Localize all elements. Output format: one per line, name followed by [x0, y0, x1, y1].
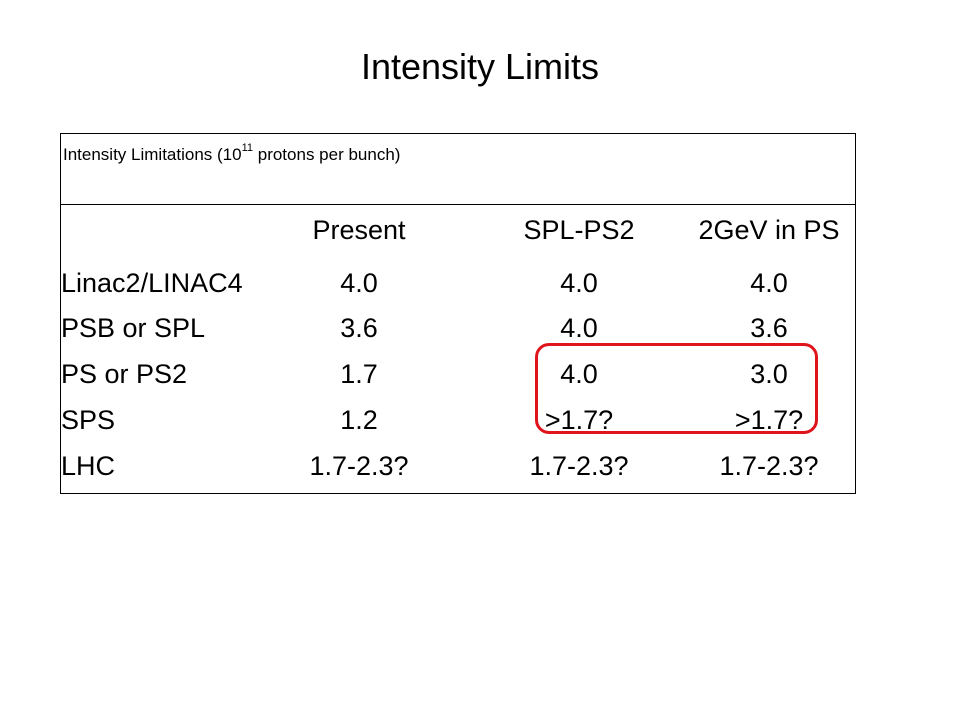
table-cell: 4.0: [340, 268, 378, 298]
header-spl-ps2: SPL-PS2: [523, 215, 635, 245]
table-cell: 4.0: [560, 359, 598, 389]
row-label: PSB or SPL: [61, 313, 206, 343]
table-cell: 1.2: [340, 405, 378, 435]
table-cell: 4.0: [750, 268, 788, 298]
caption-exponent: 11: [241, 142, 254, 154]
table-cell: 1.7-2.3?: [529, 451, 629, 481]
table-cell: 1.7-2.3?: [309, 451, 409, 481]
table-cell: 1.7: [340, 359, 378, 389]
table-cell: 1.7-2.3?: [719, 451, 819, 481]
table-cell: 4.0: [560, 268, 598, 298]
row-label: Linac2/LINAC4: [61, 268, 243, 298]
header-2gev-in-ps: 2GeV in PS: [698, 215, 840, 245]
slide-title: Intensity Limits: [360, 46, 600, 87]
row-label: LHC: [61, 451, 116, 481]
row-label: PS or PS2: [61, 359, 188, 389]
caption-prefix: Intensity Limitations (10: [63, 145, 242, 164]
table-cell: 3.6: [750, 313, 788, 343]
header-present: Present: [312, 215, 406, 245]
intensity-table: Intensity Limitations (1011 protons per …: [60, 133, 856, 494]
table-caption: Intensity Limitations (1011 protons per …: [63, 142, 401, 168]
row-label: SPS: [61, 405, 116, 435]
table-cell: >1.7?: [734, 405, 804, 435]
table-cell: 3.6: [340, 313, 378, 343]
highlight-outline: [535, 343, 818, 434]
table-cell: >1.7?: [544, 405, 614, 435]
table-cell: 3.0: [750, 359, 788, 389]
table-cell: 4.0: [560, 313, 598, 343]
table-divider: [61, 204, 855, 205]
caption-suffix: protons per bunch): [253, 145, 401, 164]
